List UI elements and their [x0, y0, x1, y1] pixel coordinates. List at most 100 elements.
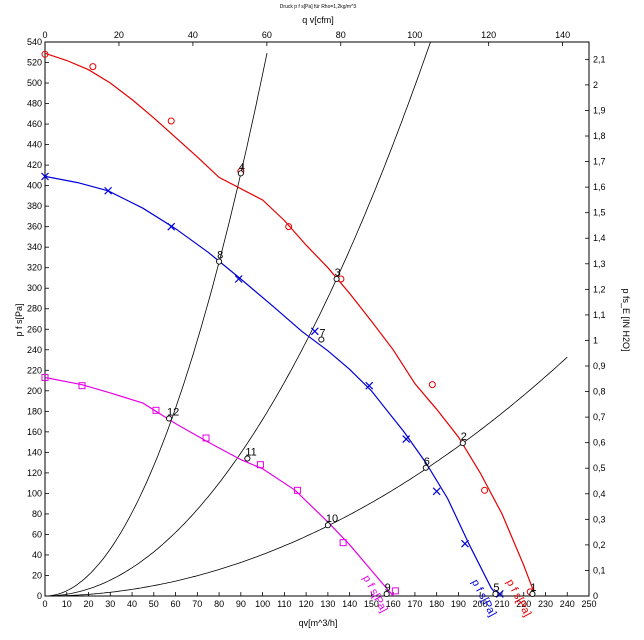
x2-tick-label: 20: [114, 30, 124, 40]
y-tick-label: 500: [27, 78, 42, 88]
x-tick-label: 110: [277, 599, 291, 609]
fan-curve-marker: [339, 539, 347, 547]
y2-tick-label: 0,1: [593, 565, 606, 575]
fan-curve-marker: [78, 382, 86, 390]
fan-curve-marker: [152, 406, 160, 414]
fan-curve-marker: [104, 186, 113, 195]
y2-tick-label: 1,6: [593, 182, 606, 192]
y-tick-label: 300: [27, 283, 42, 293]
operating-point-label: 9: [385, 582, 391, 594]
operating-point: [216, 258, 223, 265]
x-tick-label: 0: [42, 599, 47, 609]
y2-tick-label: 1,2: [593, 284, 606, 294]
operating-point-label: 8: [217, 250, 223, 262]
x-tick-label: 170: [407, 599, 422, 609]
y-tick-label: 220: [27, 365, 42, 375]
y2-tick-label: 2: [593, 80, 598, 90]
chart-title: Druck p f s[Pa] für Rho=1,2kg/m^3: [280, 4, 357, 10]
fan-curve-marker: [285, 223, 293, 231]
operating-point: [492, 590, 499, 597]
y-tick-label: 540: [27, 37, 42, 47]
y2-tick-label: 0,7: [593, 412, 606, 422]
x-tick-label: 20: [84, 599, 94, 609]
operating-point: [318, 336, 325, 343]
y-tick-label: 100: [27, 488, 42, 498]
operating-point: [237, 170, 244, 177]
y2-tick-label: 1: [593, 335, 598, 345]
operating-point: [165, 415, 173, 422]
y-tick-label: 480: [27, 99, 42, 109]
x2-tick-label: 100: [407, 30, 422, 40]
y-tick-label: 380: [27, 201, 42, 211]
x-tick-label: 100: [255, 599, 270, 609]
x-tick-label: 210: [494, 599, 509, 609]
y-tick-label: 260: [27, 324, 42, 334]
operating-point-label: 10: [326, 513, 338, 525]
fan-curve-marker: [481, 486, 489, 494]
system-curve: [45, 356, 568, 596]
x-tick-label: 230: [538, 599, 553, 609]
y2-tick-label: 1,7: [593, 157, 606, 167]
y-tick-label: 280: [27, 304, 42, 314]
x-tick-label: 160: [386, 599, 401, 609]
y-tick-label: 60: [32, 529, 42, 539]
operating-point-label: 11: [245, 447, 256, 459]
fan-curve-marker: [89, 63, 97, 71]
fan-curve-line: [45, 52, 536, 595]
fan-curve-line: [45, 175, 499, 596]
y2-tick-label: 0,9: [593, 361, 606, 371]
fan-curve-marker: [167, 117, 175, 125]
y2-tick-label: 0: [593, 591, 598, 601]
x-tick-label: 190: [451, 599, 466, 609]
x-tick-label: 90: [236, 599, 246, 609]
operating-point: [529, 590, 536, 597]
y2-tick-label: 1,1: [593, 310, 606, 320]
x-tick-label: 150: [364, 599, 379, 609]
y-tick-label: 40: [32, 550, 42, 560]
y-tick-label: 420: [27, 160, 42, 170]
y-tick-label: 520: [27, 58, 42, 68]
y-tick-label: 340: [27, 242, 42, 252]
y-tick-label: 0: [37, 591, 42, 601]
operating-point: [383, 590, 390, 597]
y-tick-label: 400: [27, 181, 42, 191]
fan-curve-marker: [41, 172, 49, 181]
system-curve: [45, 53, 268, 596]
operating-point: [459, 440, 466, 447]
fan-curve-marker: [432, 487, 441, 496]
y-tick-label: 240: [27, 345, 42, 355]
system-curve: [45, 42, 431, 596]
fan-curve-marker: [293, 486, 301, 494]
x-tick-label: 40: [127, 599, 137, 609]
y-tick-label: 440: [27, 140, 42, 150]
y2-tick-label: 1,8: [593, 131, 606, 141]
y2-tick-label: 1,4: [593, 233, 606, 243]
fan-curve-marker: [41, 50, 49, 58]
x-tick-label: 70: [192, 599, 202, 609]
y-tick-label: 460: [27, 119, 42, 129]
fan-curve-marker: [461, 539, 469, 548]
y2-tick-label: 0,8: [593, 387, 606, 397]
left-axis-label: p f s[Pa]: [14, 303, 24, 336]
y2-tick-label: 1,3: [593, 259, 606, 269]
y2-tick-label: 1,9: [593, 105, 606, 115]
plot-area: 0 10 20 30 40 50 60 70 80 90 100 110 120 130 140 150 160…: [27, 30, 606, 619]
x-tick-label: 50: [149, 599, 159, 609]
operating-point-label: 2: [461, 431, 467, 443]
fan-curve-line: [45, 376, 394, 596]
bottom-axis-label: qv[m^3/h]: [299, 618, 338, 628]
x2-tick-label: 40: [188, 30, 198, 40]
operating-point-label: 5: [493, 582, 499, 594]
fan-curve-marker: [310, 327, 319, 336]
x-tick-label: 200: [473, 599, 488, 609]
operating-point-label: 4: [239, 161, 245, 173]
fan-curve-marker: [256, 461, 264, 469]
y-tick-label: 20: [32, 570, 42, 580]
fan-curve-marker: [391, 587, 399, 595]
fan-curve-marker: [41, 373, 49, 381]
y2-tick-label: 0,5: [593, 463, 606, 473]
x-tick-label: 140: [342, 599, 357, 609]
y-tick-label: 80: [32, 509, 42, 519]
fan-curve-marker: [365, 381, 374, 390]
